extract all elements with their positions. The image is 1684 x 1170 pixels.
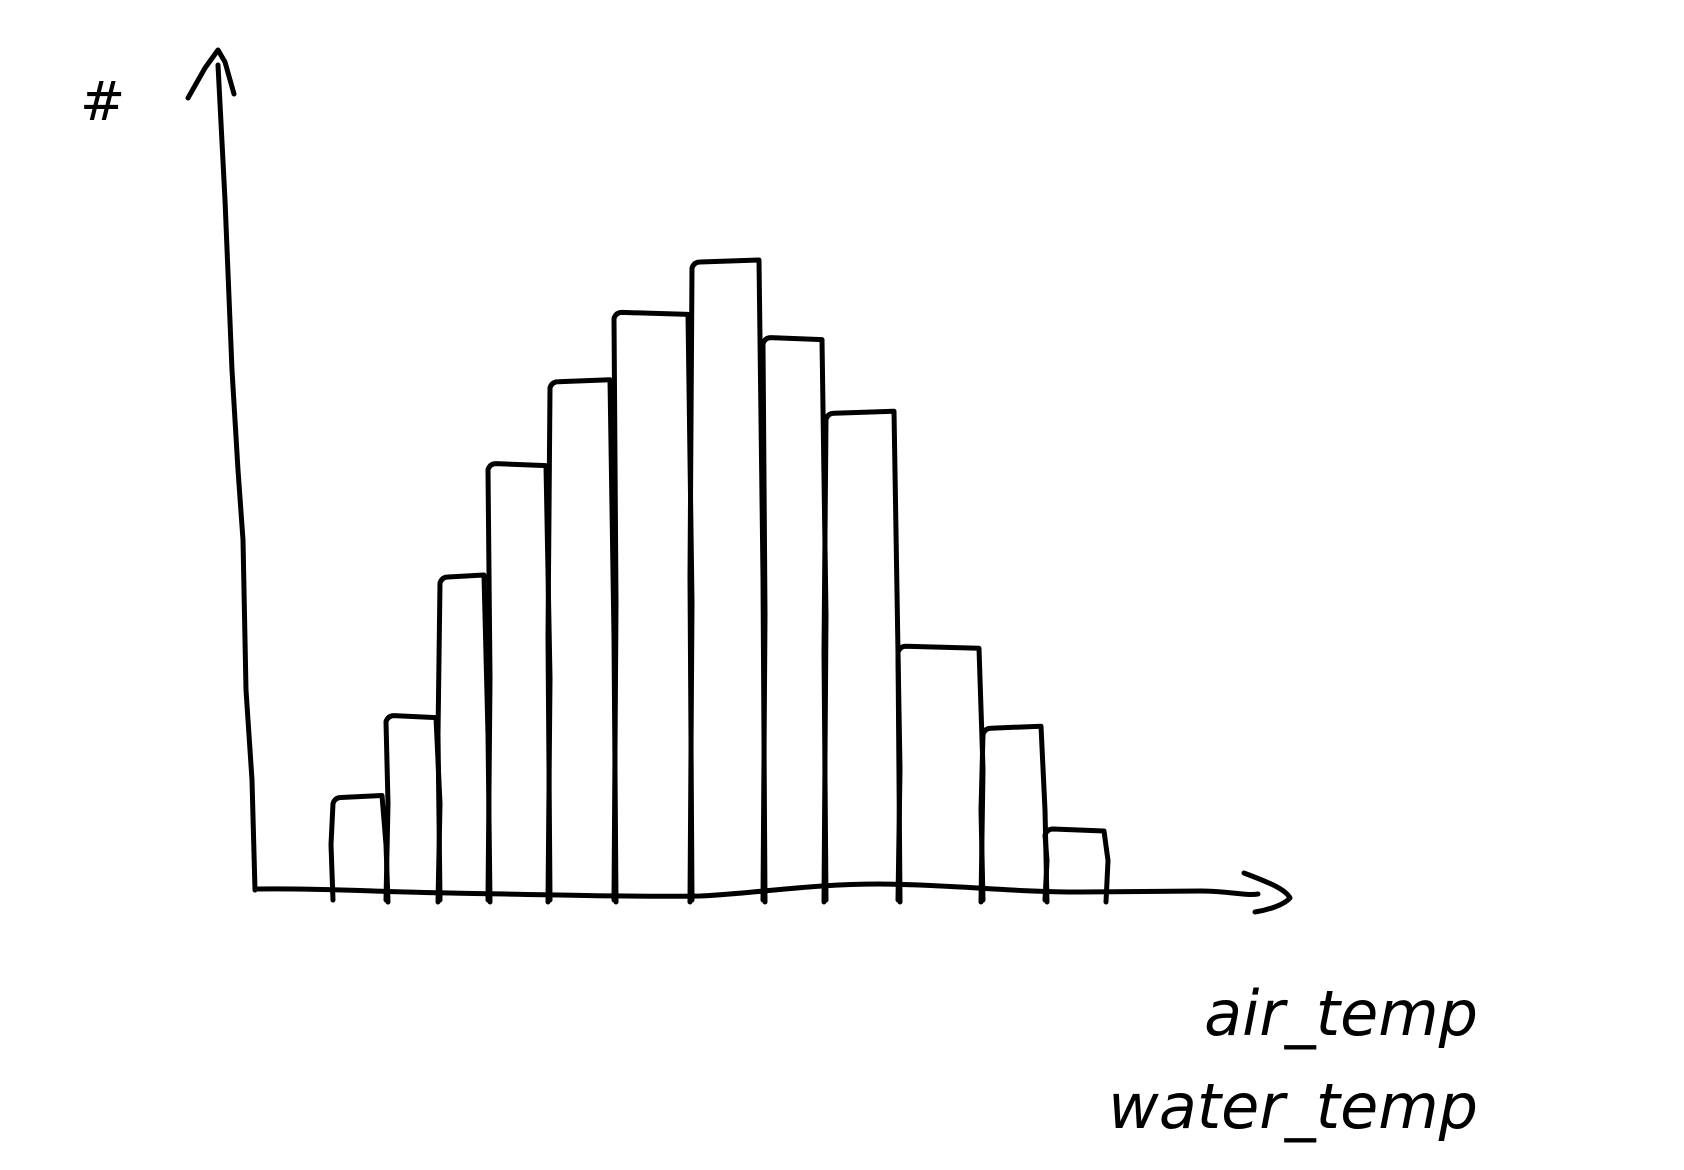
histogram-bar	[611, 309, 695, 905]
histogram-bar	[978, 723, 1050, 905]
histogram-bar	[383, 713, 443, 905]
bars-group	[328, 257, 1111, 905]
histogram-bar	[545, 377, 619, 905]
histogram-bar	[328, 793, 391, 905]
histogram-bar	[760, 335, 829, 905]
histogram-bar	[485, 461, 553, 905]
y-axis	[215, 62, 258, 893]
histogram-bar	[821, 408, 903, 905]
histogram-bar	[1042, 826, 1111, 905]
x-axis	[255, 881, 1261, 899]
histogram-bar	[435, 572, 493, 905]
histogram-bar	[895, 643, 986, 905]
y-axis-label: #	[80, 70, 125, 133]
histogram-bar	[687, 257, 768, 905]
x-axis-label-water-temp: water_temp	[1108, 1070, 1478, 1143]
y-axis-arrowhead	[185, 47, 237, 101]
x-axis-arrowhead	[1241, 870, 1293, 915]
x-axis-label-air-temp: air_temp	[1204, 977, 1478, 1050]
